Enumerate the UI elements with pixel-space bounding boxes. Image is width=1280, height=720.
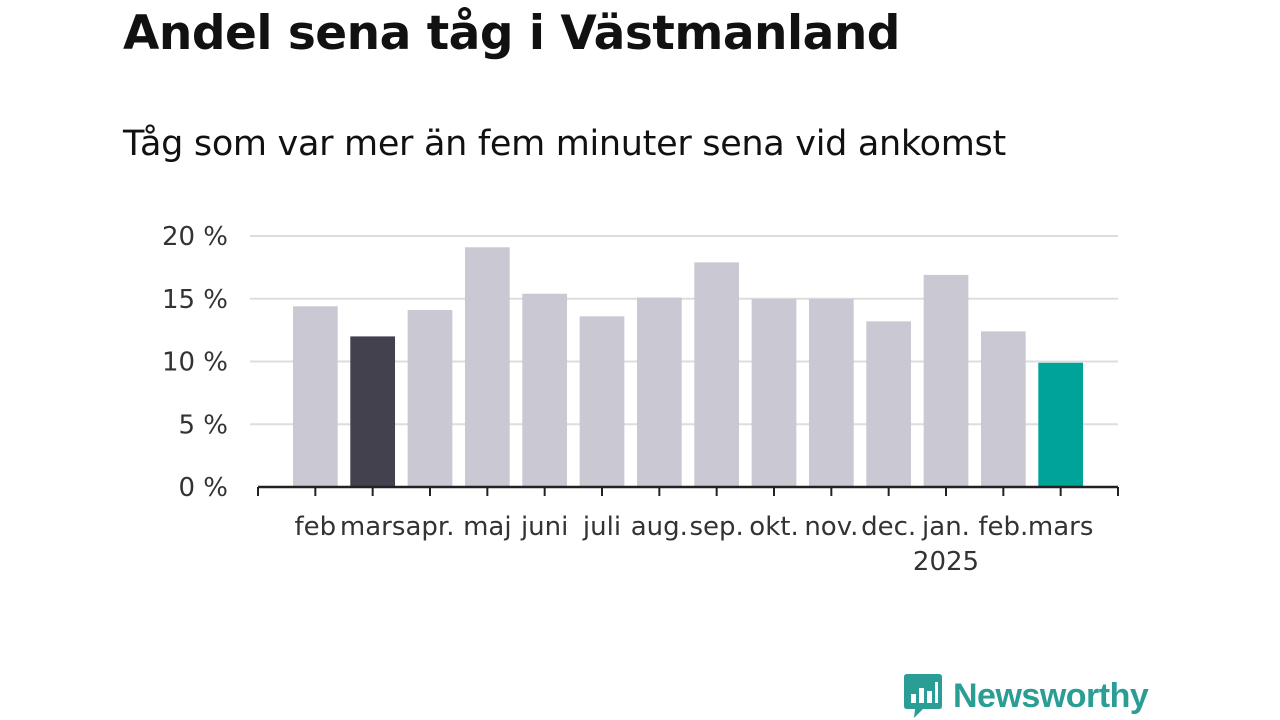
x-tick-label: dec. xyxy=(861,512,916,542)
bar-apr xyxy=(407,310,453,487)
x-tick-label: feb. xyxy=(978,512,1028,542)
y-axis-tick-labels: 0 % 5 % 10 % 15 % 20 % xyxy=(162,222,228,503)
bar-jan xyxy=(923,274,969,487)
x-tick-label: jan. xyxy=(921,512,970,542)
x-tick-label: mars xyxy=(1028,512,1094,542)
bar-sep xyxy=(694,262,740,487)
bar-nov xyxy=(808,298,854,487)
x-axis xyxy=(257,485,1119,496)
chart-subtitle: Tåg som var mer än fem minuter sena vid … xyxy=(123,124,1006,164)
bar-okt xyxy=(751,298,797,487)
x-tick-label: juli xyxy=(582,512,621,542)
chart-title: Andel sena tåg i Västmanland xyxy=(123,6,900,61)
x-tick-label: sep. xyxy=(690,512,744,542)
x-tick-label: feb xyxy=(295,512,337,542)
x-tick-label: aug. xyxy=(631,512,688,542)
bar-feb xyxy=(292,306,338,487)
bar-juni xyxy=(522,293,568,487)
y-tick-label: 20 % xyxy=(162,222,228,252)
bars xyxy=(292,247,1084,487)
x-tick-label: apr. xyxy=(405,512,454,542)
brand-name: Newsworthy xyxy=(953,676,1149,715)
bar-juli xyxy=(579,316,625,487)
bar-maj xyxy=(464,247,510,487)
x-tick-label: maj xyxy=(463,512,511,542)
x-year-label: 2025 xyxy=(913,547,979,577)
y-tick-label: 10 % xyxy=(162,348,228,378)
bar-dec xyxy=(866,321,912,487)
x-tick-label: nov. xyxy=(804,512,858,542)
bar-aug xyxy=(636,297,682,487)
y-tick-label: 5 % xyxy=(178,410,228,440)
bar-mars xyxy=(1038,362,1084,487)
newsworthy-brand: Newsworthy xyxy=(903,672,1149,720)
x-tick-label: mars xyxy=(340,512,406,542)
x-axis-tick-labels: feb mars apr. maj juni juli aug. sep. okt. nov. de… xyxy=(295,512,1094,577)
bar-feb xyxy=(980,331,1026,487)
x-tick-label: juni xyxy=(520,512,568,542)
y-tick-label: 15 % xyxy=(162,285,228,315)
bar-chart-speech-bubble-icon xyxy=(904,674,942,718)
y-tick-label: 0 % xyxy=(178,473,228,503)
x-tick-label: okt. xyxy=(749,512,798,542)
bar-mars xyxy=(350,336,396,487)
